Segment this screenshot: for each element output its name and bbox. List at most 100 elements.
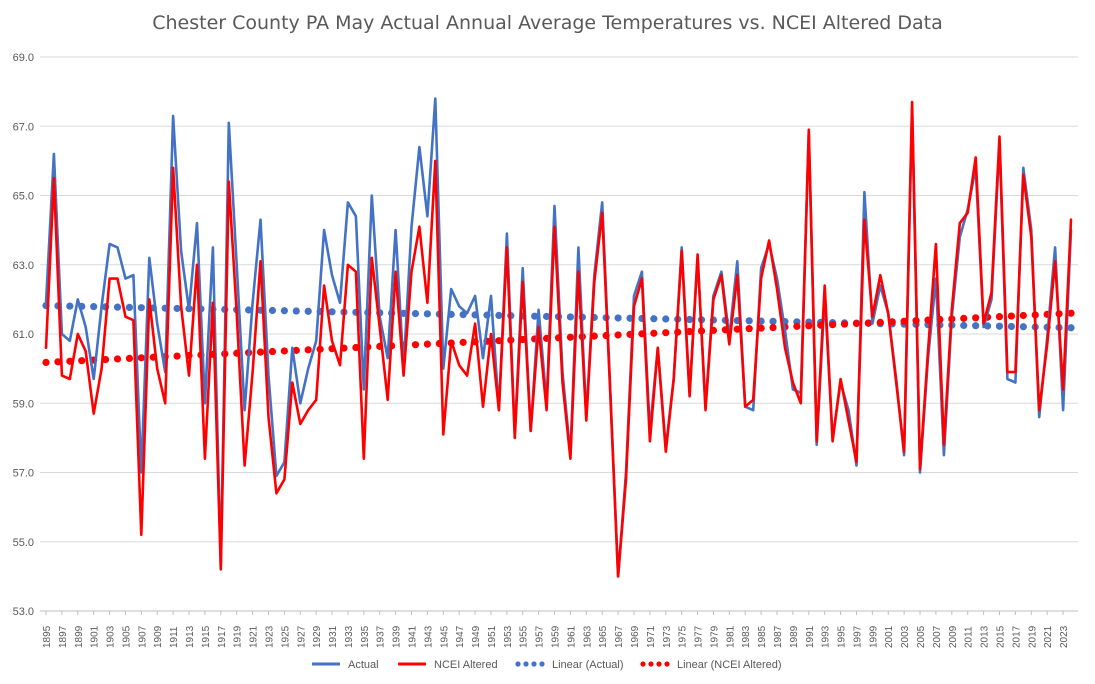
x-tick-label: 1947 bbox=[455, 625, 466, 648]
y-tick-label: 69.0 bbox=[13, 52, 34, 64]
x-tick-label: 1939 bbox=[392, 625, 403, 648]
trendline-dot bbox=[495, 311, 503, 319]
trendline-dot bbox=[566, 333, 575, 341]
series-lines bbox=[44, 97, 1073, 578]
legend-marker bbox=[648, 661, 654, 667]
x-tick-label: 1895 bbox=[42, 625, 53, 648]
trendline-dot bbox=[125, 303, 134, 312]
trendline-dot bbox=[292, 307, 300, 315]
trendline-dot bbox=[566, 313, 575, 321]
trendline-dot bbox=[972, 314, 980, 322]
x-tick-label: 1993 bbox=[821, 625, 832, 648]
x-tick-label: 2021 bbox=[1043, 625, 1054, 648]
trendline-dot bbox=[1067, 324, 1075, 332]
legend-marker bbox=[523, 661, 529, 667]
trendline-dot bbox=[829, 321, 837, 329]
x-tick-label: 1923 bbox=[264, 625, 275, 648]
legend-marker bbox=[531, 661, 537, 667]
trendline-dot bbox=[733, 325, 741, 333]
x-tick-label: 1989 bbox=[789, 625, 800, 648]
legend-marker bbox=[515, 661, 521, 667]
x-tick-label: 1953 bbox=[503, 625, 514, 648]
trendline-dot bbox=[328, 308, 336, 316]
trendline-dot bbox=[42, 358, 50, 366]
trendline-dot bbox=[960, 321, 968, 330]
trendline-dot bbox=[1019, 311, 1027, 320]
trendline-dot bbox=[304, 307, 312, 315]
x-tick-label: 2013 bbox=[980, 625, 991, 648]
trendline-dot bbox=[650, 329, 658, 337]
x-tick-label: 1925 bbox=[280, 625, 291, 648]
legend-label: NCEI Altered bbox=[434, 659, 498, 671]
y-tick-label: 61.0 bbox=[13, 329, 34, 341]
trendline-dot bbox=[995, 313, 1004, 321]
x-tick-label: 1955 bbox=[519, 625, 530, 648]
x-tick-label: 2005 bbox=[916, 625, 927, 648]
trendline-dot bbox=[972, 322, 980, 330]
trendline-dot bbox=[531, 312, 539, 320]
trendline-dot bbox=[745, 317, 753, 325]
x-tick-label: 1959 bbox=[551, 625, 562, 648]
x-tick-label: 1941 bbox=[408, 625, 419, 648]
x-tick-label: 1919 bbox=[233, 625, 244, 648]
trendline-dot bbox=[614, 331, 622, 339]
x-tick-label: 2023 bbox=[1059, 625, 1070, 648]
legend: Actual NCEI Altered Linear (Actual) Linear … bbox=[312, 659, 782, 671]
trendline-dot bbox=[245, 306, 253, 314]
y-tick-label: 67.0 bbox=[13, 121, 34, 133]
trendline-dot bbox=[423, 310, 431, 318]
x-tick-label: 1927 bbox=[296, 625, 307, 648]
legend-marker bbox=[539, 661, 545, 667]
y-tick-label: 55.0 bbox=[13, 537, 34, 549]
trendline-dot bbox=[125, 354, 134, 362]
trendline-dot bbox=[268, 347, 277, 356]
x-tick-label: 1975 bbox=[678, 625, 689, 648]
x-tick-label: 1935 bbox=[360, 625, 371, 648]
chart-title: Chester County PA May Actual Annual Aver… bbox=[152, 12, 943, 34]
trendline-dot bbox=[769, 323, 777, 332]
trendline-dot bbox=[173, 352, 181, 360]
trendline-dot bbox=[805, 322, 813, 330]
x-tick-label: 1903 bbox=[106, 625, 117, 648]
x-tick-label: 1963 bbox=[582, 625, 593, 648]
x-tick-label: 1965 bbox=[598, 625, 609, 648]
y-tick-label: 57.0 bbox=[13, 468, 34, 480]
x-tick-label: 1913 bbox=[185, 625, 196, 648]
y-tick-label: 53.0 bbox=[13, 606, 34, 618]
x-tick-label: 2017 bbox=[1011, 625, 1022, 648]
trendline-dot bbox=[411, 341, 420, 349]
trendline-dot bbox=[769, 317, 777, 325]
trendline-dot bbox=[1067, 309, 1075, 317]
trendline-dot bbox=[995, 322, 1004, 330]
x-tick-label: 1899 bbox=[74, 625, 85, 648]
x-tick-label: 1983 bbox=[741, 625, 752, 648]
trendline-dot bbox=[411, 309, 420, 318]
x-tick-label: 1999 bbox=[868, 625, 879, 648]
x-tick-label: 1945 bbox=[439, 625, 450, 648]
x-tick-label: 1951 bbox=[487, 625, 498, 648]
x-tick-label: 1961 bbox=[566, 625, 577, 648]
trendline-dot bbox=[793, 322, 801, 330]
legend-marker bbox=[640, 661, 646, 667]
x-tick-label: 1979 bbox=[709, 625, 720, 648]
trendline-dot bbox=[686, 315, 694, 324]
trendline-dot bbox=[268, 306, 277, 315]
trendline-dot bbox=[256, 348, 265, 356]
trendline-dot bbox=[876, 318, 884, 326]
legend-label: Actual bbox=[348, 659, 379, 671]
x-tick-label: 1967 bbox=[614, 625, 625, 648]
trendline-dot bbox=[1007, 312, 1016, 320]
x-tick-label: 2019 bbox=[1027, 625, 1038, 648]
x-tick-label: 1987 bbox=[773, 625, 784, 648]
x-tick-label: 1933 bbox=[344, 625, 355, 648]
x-tick-label: 1921 bbox=[249, 625, 260, 648]
x-tick-label: 1915 bbox=[201, 625, 212, 648]
x-tick-label: 2011 bbox=[964, 626, 975, 648]
x-tick-label: 1897 bbox=[58, 625, 69, 648]
x-tick-label: 1911 bbox=[169, 626, 180, 648]
trendline-dot bbox=[304, 346, 312, 354]
x-tick-label: 2003 bbox=[900, 625, 911, 648]
trendline-dot bbox=[137, 304, 145, 312]
trendline-dot bbox=[113, 303, 122, 311]
